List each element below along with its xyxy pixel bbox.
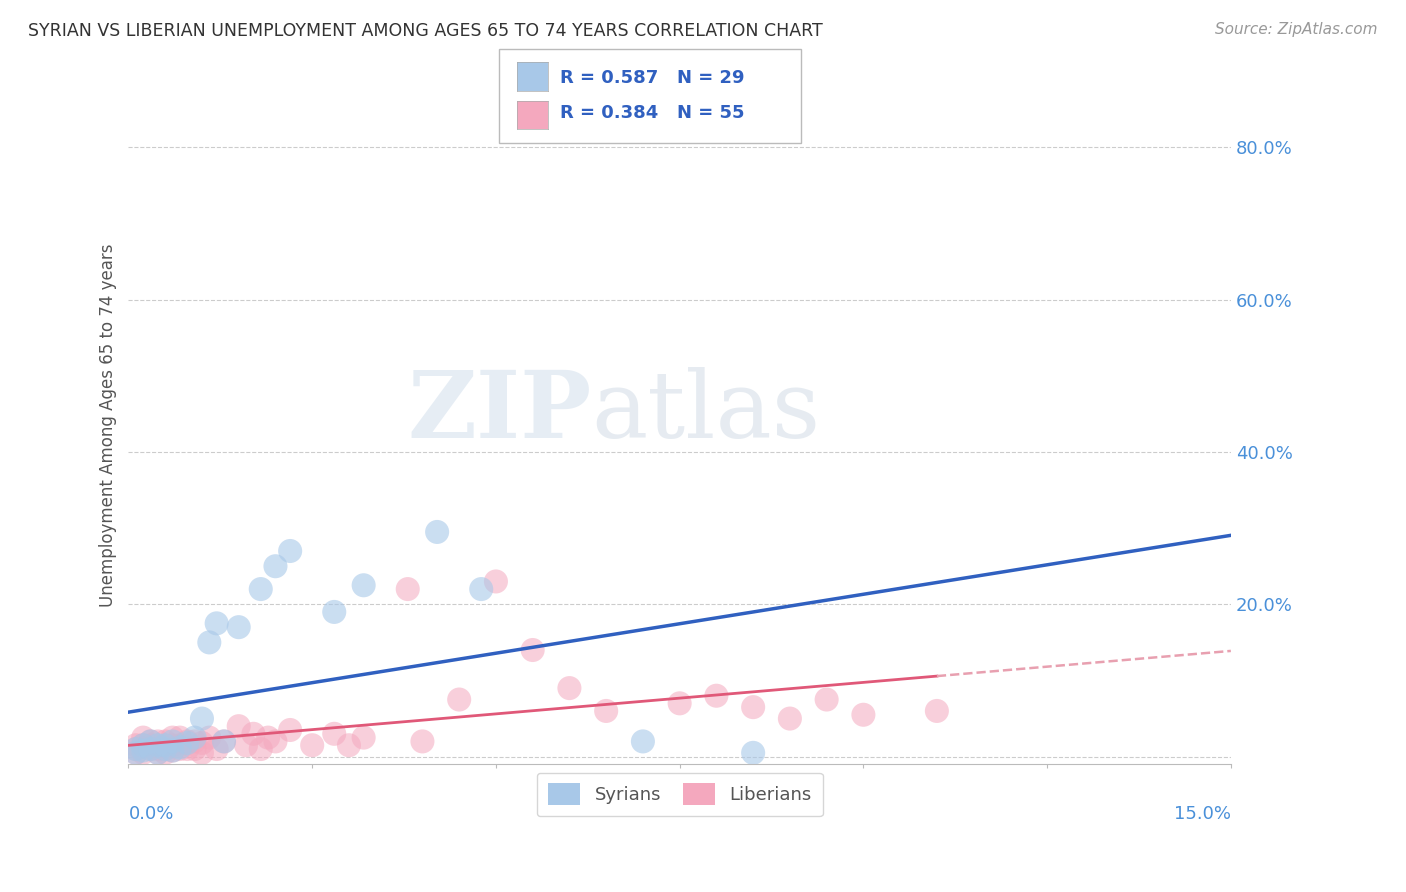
Point <box>125 746 148 760</box>
Point <box>132 743 155 757</box>
Point <box>925 704 948 718</box>
Point <box>852 707 875 722</box>
Legend: Syrians, Liberians: Syrians, Liberians <box>537 772 823 816</box>
Text: ZIP: ZIP <box>408 367 592 457</box>
Point <box>631 734 654 748</box>
Text: 0.0%: 0.0% <box>128 805 174 823</box>
Point <box>191 712 214 726</box>
Point <box>449 692 471 706</box>
Text: R = 0.587   N = 29: R = 0.587 N = 29 <box>560 70 744 87</box>
Point <box>522 643 544 657</box>
Point <box>176 734 198 748</box>
Point <box>485 574 508 589</box>
Point <box>595 704 617 718</box>
Point <box>146 746 169 760</box>
Point <box>162 743 184 757</box>
Point <box>125 738 148 752</box>
Point <box>132 746 155 760</box>
Point <box>815 692 838 706</box>
Point <box>169 731 191 745</box>
Point <box>198 635 221 649</box>
Point <box>264 559 287 574</box>
Point <box>426 524 449 539</box>
Point <box>742 700 765 714</box>
Point <box>155 734 177 748</box>
Point <box>257 731 280 745</box>
Point <box>146 742 169 756</box>
Point <box>278 544 301 558</box>
Text: atlas: atlas <box>592 367 821 457</box>
Point <box>139 734 162 748</box>
Point <box>779 712 801 726</box>
Point <box>353 731 375 745</box>
Point <box>198 731 221 745</box>
Point <box>706 689 728 703</box>
Point <box>146 734 169 748</box>
Point <box>411 734 433 748</box>
Point <box>125 746 148 760</box>
Point <box>155 738 177 752</box>
Point <box>155 742 177 756</box>
Point <box>470 582 492 596</box>
Point <box>139 742 162 756</box>
Point <box>132 738 155 752</box>
Point <box>323 605 346 619</box>
Point <box>132 731 155 745</box>
Point <box>242 727 264 741</box>
Point <box>155 746 177 760</box>
Point <box>169 738 191 752</box>
Point <box>337 738 360 752</box>
Point <box>125 742 148 756</box>
Point <box>191 746 214 760</box>
Point <box>301 738 323 752</box>
Point <box>139 734 162 748</box>
Text: R = 0.384   N = 55: R = 0.384 N = 55 <box>560 104 744 122</box>
Point <box>235 738 257 752</box>
Point <box>558 681 581 695</box>
Point <box>162 731 184 745</box>
Point <box>183 734 205 748</box>
Point <box>212 734 235 748</box>
Point <box>353 578 375 592</box>
Point <box>396 582 419 596</box>
Point <box>278 723 301 737</box>
Point <box>205 616 228 631</box>
Point <box>212 734 235 748</box>
Point <box>742 746 765 760</box>
Point <box>162 743 184 757</box>
Point <box>169 742 191 756</box>
Y-axis label: Unemployment Among Ages 65 to 74 years: Unemployment Among Ages 65 to 74 years <box>100 244 117 607</box>
Point <box>139 738 162 752</box>
Point <box>228 719 250 733</box>
Point <box>176 742 198 756</box>
Point <box>155 742 177 756</box>
Point <box>162 738 184 752</box>
Point <box>228 620 250 634</box>
Point <box>323 727 346 741</box>
Point <box>125 742 148 756</box>
Point <box>183 731 205 745</box>
Point <box>668 696 690 710</box>
Point <box>191 736 214 750</box>
Text: SYRIAN VS LIBERIAN UNEMPLOYMENT AMONG AGES 65 TO 74 YEARS CORRELATION CHART: SYRIAN VS LIBERIAN UNEMPLOYMENT AMONG AG… <box>28 22 823 40</box>
Text: Source: ZipAtlas.com: Source: ZipAtlas.com <box>1215 22 1378 37</box>
Point <box>146 738 169 752</box>
Point <box>162 734 184 748</box>
Point <box>183 742 205 756</box>
Point <box>205 742 228 756</box>
Point <box>132 738 155 752</box>
Point <box>139 742 162 756</box>
Point <box>146 746 169 760</box>
Text: 15.0%: 15.0% <box>1174 805 1230 823</box>
Point <box>249 742 271 756</box>
Point <box>249 582 271 596</box>
Point <box>264 734 287 748</box>
Point <box>169 740 191 755</box>
Point <box>176 736 198 750</box>
